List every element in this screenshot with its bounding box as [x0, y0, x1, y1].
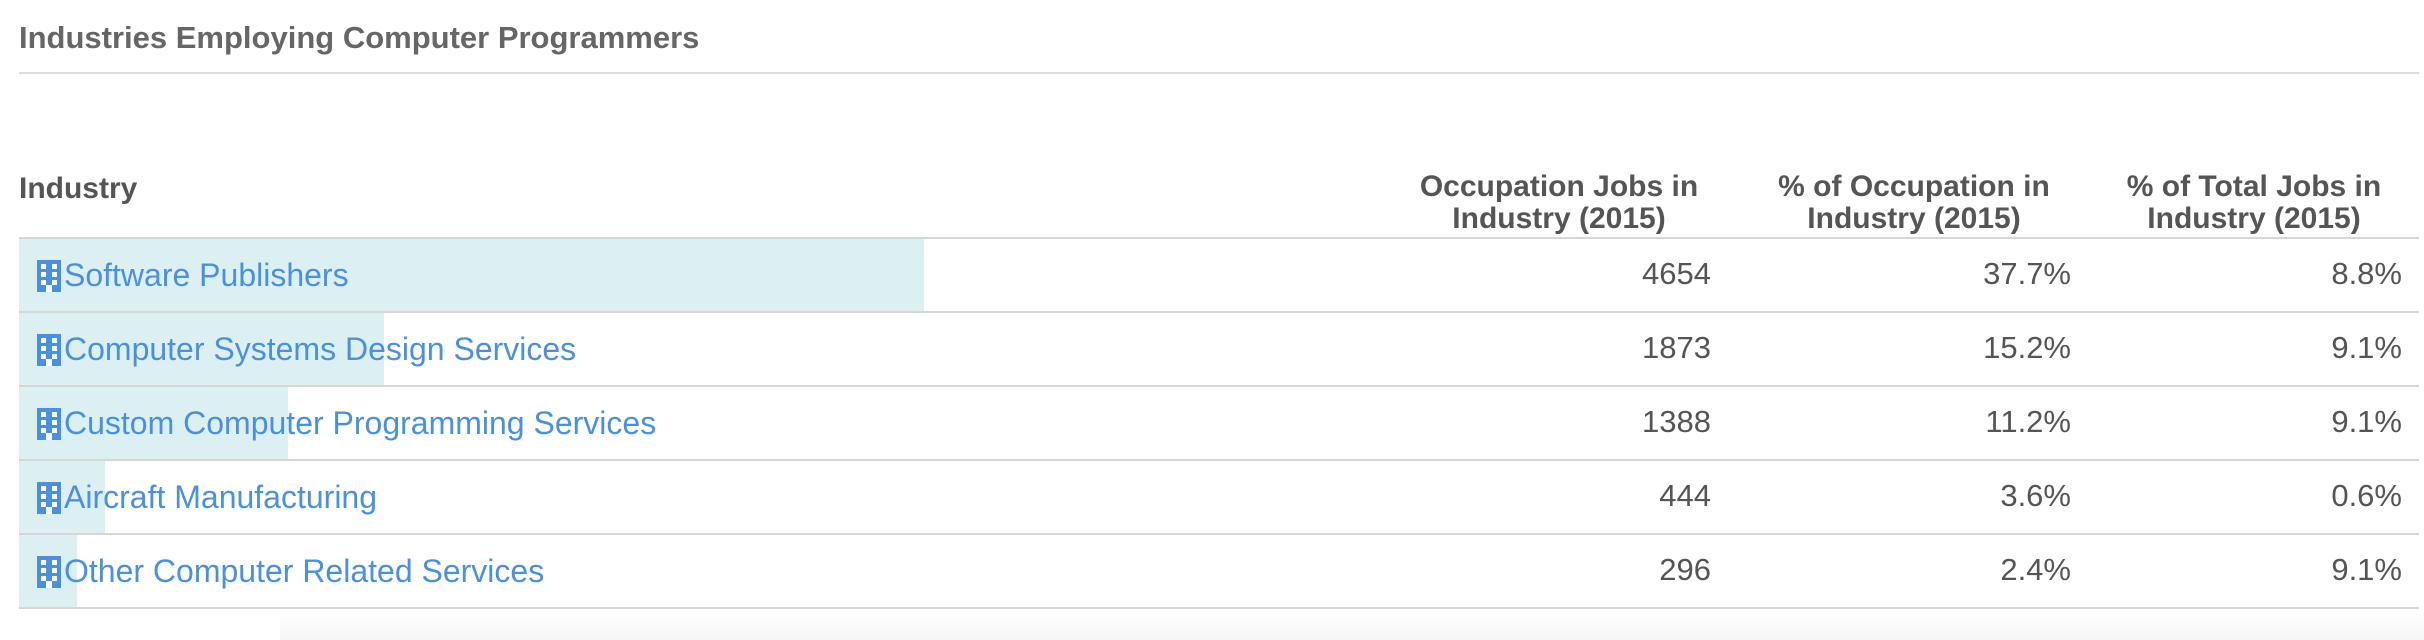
jobs-value: 1873	[1642, 330, 1711, 365]
column-header-industry: Industry	[19, 172, 138, 205]
industries-table: Industry Occupation Jobs in Industry (20…	[19, 165, 2419, 609]
column-header-pct-total-line1: % of Total Jobs in	[2126, 170, 2382, 203]
share-bar	[19, 313, 384, 385]
building-icon	[37, 259, 61, 292]
pct-occupation-value: 15.2%	[1983, 330, 2071, 365]
column-header-jobs-line1: Occupation Jobs in	[1419, 170, 1699, 203]
industry-link[interactable]: Other Computer Related Services	[37, 553, 544, 590]
column-header-pct-occupation-line1: % of Occupation in	[1778, 170, 2050, 203]
jobs-value: 444	[1659, 478, 1711, 513]
jobs-value: 296	[1659, 552, 1711, 587]
building-icon	[37, 333, 61, 366]
building-icon	[37, 555, 61, 588]
industry-name: Software Publishers	[64, 257, 349, 293]
pct-occupation-value: 3.6%	[2000, 478, 2071, 513]
industry-link[interactable]: Computer Systems Design Services	[37, 331, 576, 368]
table-header: Industry Occupation Jobs in Industry (20…	[19, 165, 2419, 239]
table-body: Software Publishers 4654 37.7% 8.8% Computer…	[19, 239, 2419, 609]
industry-link[interactable]: Software Publishers	[37, 257, 349, 294]
column-header-pct-total-line2: Industry (2015)	[2147, 202, 2361, 235]
pct-total-value: 8.8%	[2331, 256, 2402, 291]
column-header-pct-occupation: % of Occupation in Industry (2015)	[1739, 171, 2089, 235]
pct-total-value: 9.1%	[2331, 404, 2402, 439]
industry-link[interactable]: Aircraft Manufacturing	[37, 479, 377, 516]
column-header-jobs-line2: Industry (2015)	[1452, 202, 1666, 235]
pct-total-value: 9.1%	[2331, 552, 2402, 587]
building-icon	[37, 481, 61, 514]
table-row: Other Computer Related Services 296 2.4% 9.…	[19, 535, 2419, 609]
page-title: Industries Employing Computer Programmer…	[19, 20, 700, 55]
industry-name: Aircraft Manufacturing	[64, 479, 378, 515]
bottom-shadow	[280, 610, 2424, 640]
title-section: Industries Employing Computer Programmer…	[19, 20, 2419, 74]
column-header-pct-occupation-line2: Industry (2015)	[1807, 202, 2021, 235]
share-bar	[19, 239, 924, 311]
table-row: Computer Systems Design Services 1873 15.2…	[19, 313, 2419, 387]
column-header-pct-total: % of Total Jobs in Industry (2015)	[2089, 171, 2419, 235]
industry-name: Custom Computer Programming Services	[64, 405, 657, 441]
share-bar	[19, 461, 105, 533]
building-icon	[37, 407, 61, 440]
industry-name: Other Computer Related Services	[64, 553, 545, 589]
table-row: Custom Computer Programming Services 1388…	[19, 387, 2419, 461]
pct-total-value: 9.1%	[2331, 330, 2402, 365]
table-row: Aircraft Manufacturing 444 3.6% 0.6%	[19, 461, 2419, 535]
pct-occupation-value: 11.2%	[1985, 404, 2071, 439]
share-bar	[19, 387, 288, 459]
jobs-value: 4654	[1642, 256, 1711, 291]
pct-occupation-value: 2.4%	[2000, 552, 2071, 587]
table-row: Software Publishers 4654 37.7% 8.8%	[19, 239, 2419, 313]
pct-total-value: 0.6%	[2331, 478, 2402, 513]
industry-link[interactable]: Custom Computer Programming Services	[37, 405, 656, 442]
jobs-value: 1388	[1642, 404, 1711, 439]
pct-occupation-value: 37.7%	[1983, 256, 2071, 291]
industry-name: Computer Systems Design Services	[64, 331, 577, 367]
column-header-jobs: Occupation Jobs in Industry (2015)	[1379, 171, 1739, 235]
